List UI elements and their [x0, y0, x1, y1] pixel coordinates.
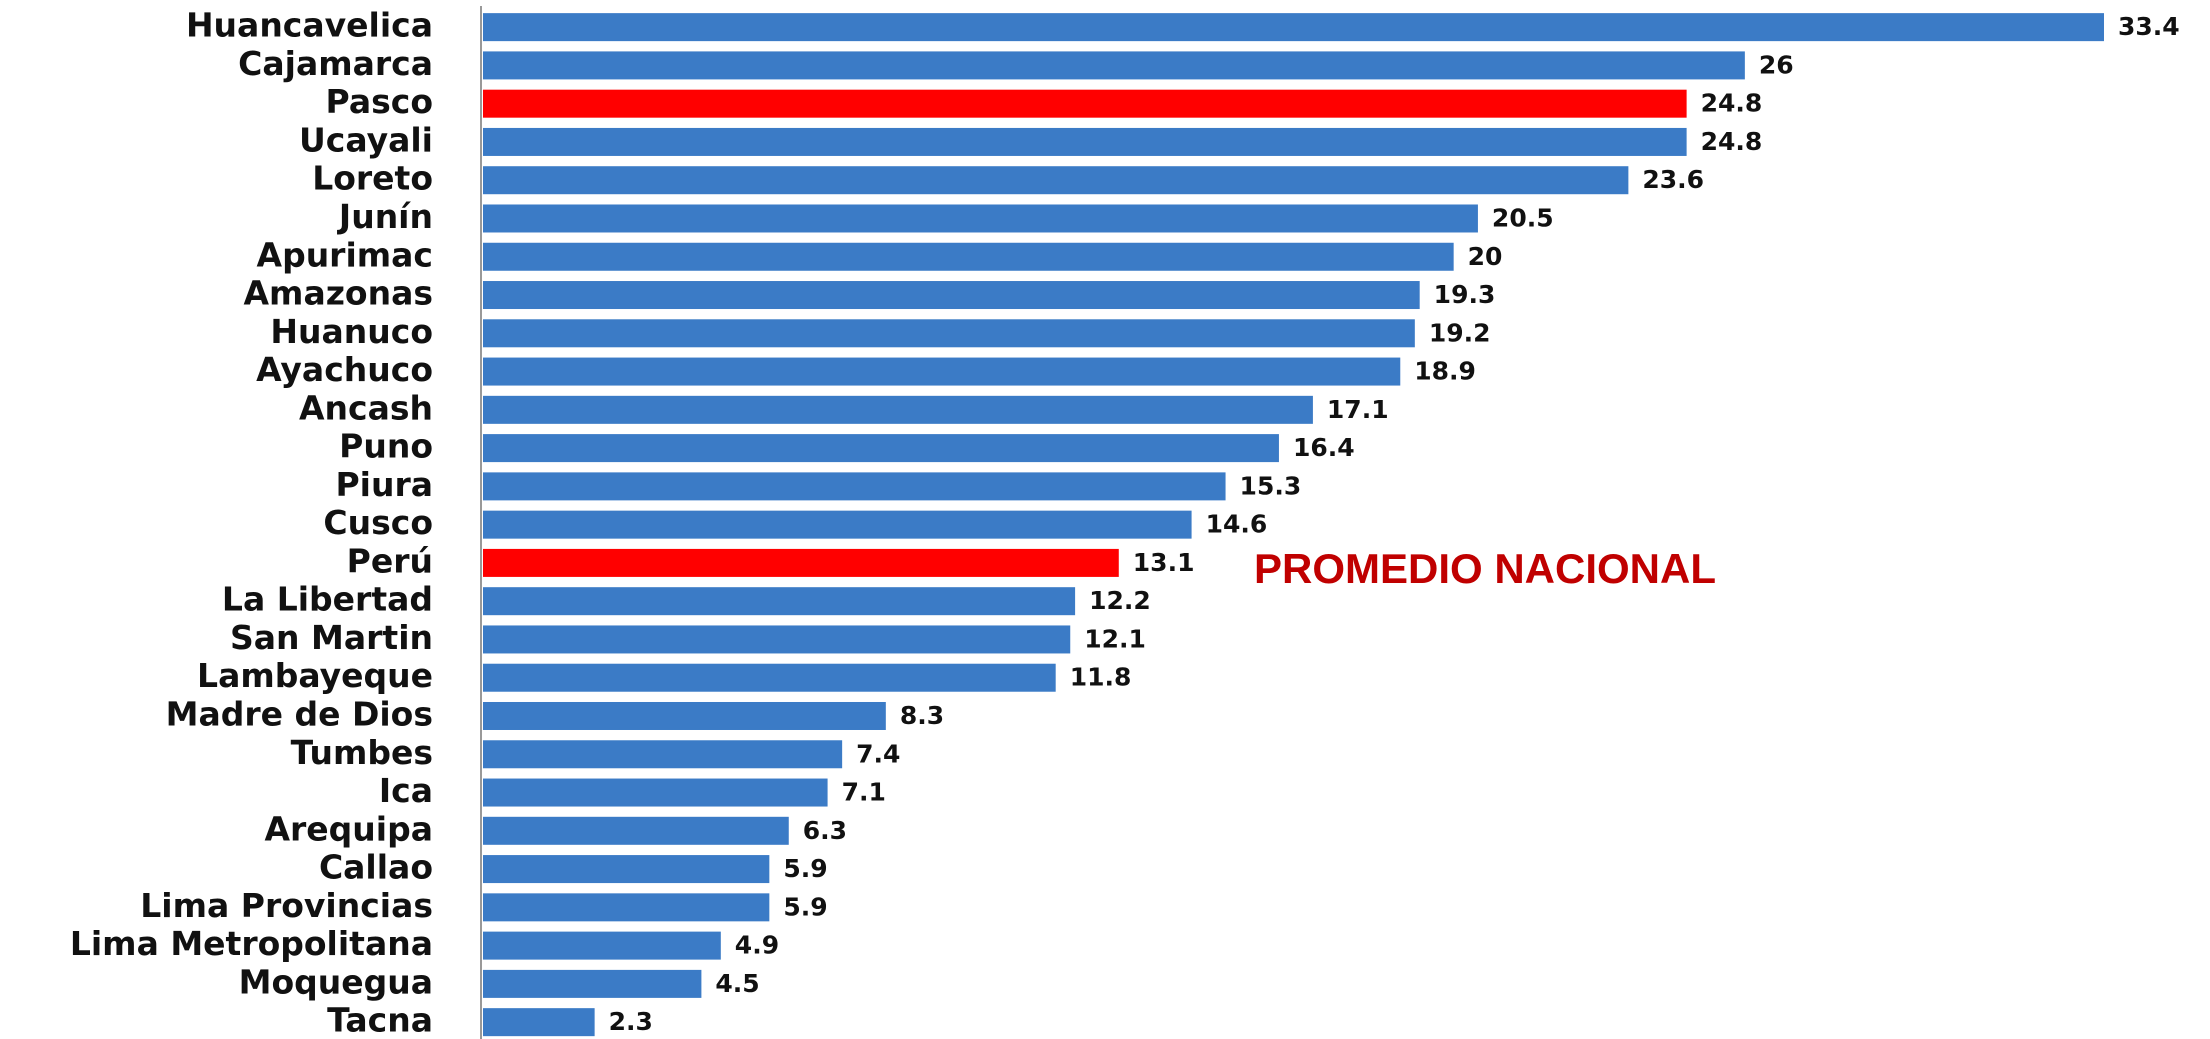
value-label: 19.3	[1434, 280, 1496, 309]
bar	[483, 434, 1279, 463]
bar	[483, 395, 1313, 424]
value-label: 23.6	[1642, 165, 1704, 194]
value-label: 19.2	[1429, 318, 1491, 347]
category-label: Puno	[339, 427, 433, 466]
annotation: PROMEDIO NACIONAL	[1254, 545, 1716, 592]
bar	[483, 51, 1745, 80]
bar	[483, 587, 1076, 616]
category-label: Tumbes	[291, 733, 433, 772]
value-label: 11.8	[1070, 663, 1132, 692]
value-label: 6.3	[803, 816, 847, 845]
bar	[483, 319, 1415, 348]
bar	[483, 816, 789, 845]
value-label: 24.8	[1701, 89, 1763, 118]
value-label: 12.1	[1084, 624, 1146, 653]
bar	[483, 855, 770, 884]
bar	[483, 548, 1119, 577]
category-label: Junín	[337, 197, 433, 236]
category-label: Madre de Dios	[166, 694, 433, 733]
bar	[483, 13, 2104, 42]
bar	[483, 281, 1420, 310]
bar	[483, 969, 702, 998]
category-label: Piura	[335, 465, 433, 504]
value-label: 20.5	[1492, 203, 1554, 232]
value-label: 15.3	[1240, 471, 1302, 500]
value-label: 17.1	[1327, 395, 1389, 424]
value-label: 4.5	[715, 969, 759, 998]
category-label: Cusco	[323, 503, 433, 542]
category-label: Ancash	[299, 388, 433, 427]
value-label: 7.4	[856, 739, 900, 768]
value-label: 8.3	[900, 701, 944, 730]
bar	[483, 357, 1401, 386]
category-label: Apurimac	[257, 235, 433, 274]
bar	[483, 931, 721, 960]
value-label: 26	[1759, 50, 1794, 79]
value-label: 5.9	[783, 854, 827, 883]
value-label: 18.9	[1414, 357, 1476, 386]
bar	[483, 625, 1071, 654]
category-label: Ica	[379, 771, 433, 810]
category-label: Amazonas	[244, 274, 433, 313]
bar	[483, 778, 828, 807]
bar	[483, 740, 843, 769]
bar	[483, 510, 1192, 539]
value-label: 33.4	[2118, 12, 2180, 41]
bar	[483, 663, 1056, 692]
category-label: Pasco	[326, 82, 433, 121]
value-label: 24.8	[1701, 127, 1763, 156]
value-label: 7.1	[842, 778, 886, 807]
value-label: 13.1	[1133, 548, 1195, 577]
category-label: Ucayali	[299, 120, 433, 159]
category-label: Huanuco	[270, 312, 433, 351]
value-label: 2.3	[609, 1007, 653, 1036]
value-label: 16.4	[1293, 433, 1355, 462]
category-label: Tacna	[327, 1001, 433, 1039]
category-label: San Martin	[230, 618, 433, 657]
value-label: 4.9	[735, 931, 779, 960]
value-label: 5.9	[783, 892, 827, 921]
category-label: Callao	[319, 848, 433, 887]
category-label: Perú	[347, 541, 433, 580]
category-label: Moquegua	[239, 962, 433, 1001]
value-label: 12.2	[1089, 586, 1151, 615]
bar	[483, 204, 1478, 233]
bar	[483, 1008, 595, 1037]
value-label: 20	[1468, 242, 1503, 271]
bar	[483, 893, 770, 922]
category-label: Lima Metropolitana	[70, 924, 433, 963]
category-label: Ayachuco	[256, 350, 433, 389]
bar	[483, 472, 1226, 501]
bar	[483, 166, 1629, 195]
bar	[483, 89, 1687, 118]
category-label: Huancavelica	[186, 6, 433, 45]
category-label: La Libertad	[222, 580, 433, 619]
category-label: Lambayeque	[197, 656, 433, 695]
category-label: Loreto	[312, 159, 433, 198]
bar	[483, 701, 886, 730]
bar	[483, 242, 1454, 271]
category-label: Cajamarca	[238, 44, 433, 83]
bar	[483, 127, 1687, 156]
value-label: 14.6	[1206, 510, 1268, 539]
category-label: Lima Provincias	[140, 886, 433, 925]
category-label: Arequipa	[264, 809, 433, 848]
